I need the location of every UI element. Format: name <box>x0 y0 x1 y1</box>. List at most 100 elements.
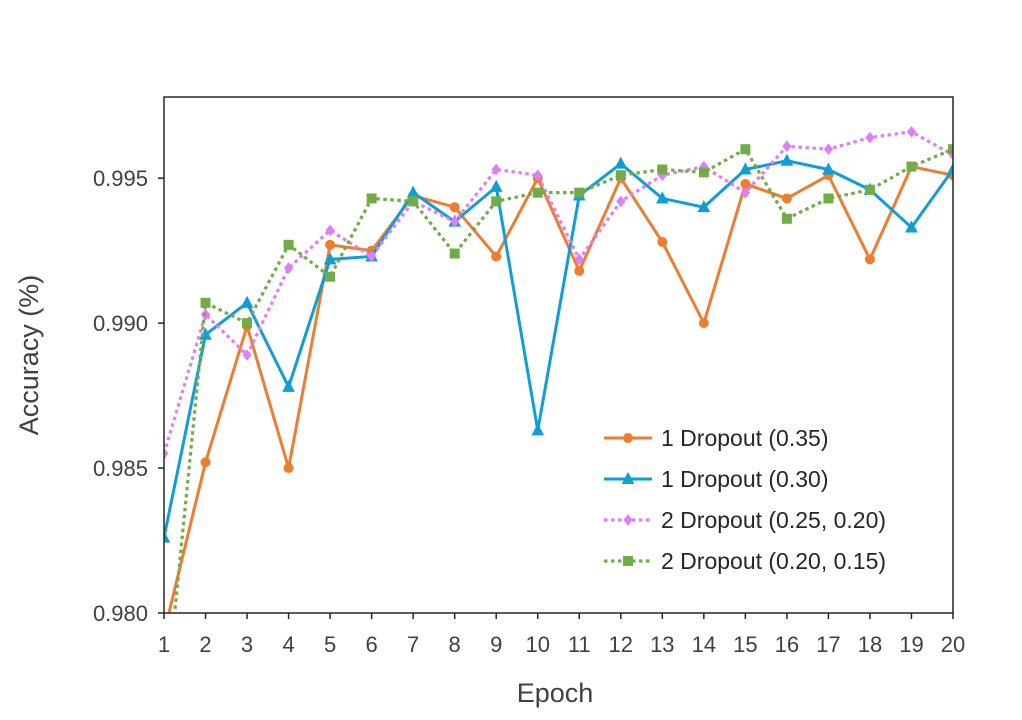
legend-label: 2 Dropout (0.25, 0.20) <box>661 507 886 533</box>
x-tick-label: 15 <box>733 632 757 657</box>
data-point <box>366 250 377 263</box>
data-point <box>531 423 545 436</box>
data-point <box>616 195 626 208</box>
data-point <box>283 262 294 274</box>
plot-frame <box>163 96 954 614</box>
data-point <box>906 125 917 138</box>
data-point <box>574 253 584 266</box>
x-tick-label: 6 <box>366 632 378 657</box>
legend-item: 2 Dropout (0.25, 0.20) <box>604 507 886 533</box>
data-point <box>200 457 211 468</box>
x-tick-label: 17 <box>816 632 840 657</box>
x-tick-label: 5 <box>324 632 336 657</box>
data-point <box>948 144 953 155</box>
y-tick-label: 0.985 <box>93 456 148 481</box>
data-point <box>240 295 254 308</box>
legend: 1 Dropout (0.35) 1 Dropout (0.30) 2 Dropou… <box>604 425 886 574</box>
series-line <box>164 159 953 538</box>
x-tick-label: 3 <box>241 632 253 657</box>
legend-item: 2 Dropout (0.20, 0.15) <box>604 548 886 574</box>
x-tick-label: 12 <box>609 632 633 657</box>
data-point <box>200 297 211 308</box>
data-point <box>366 193 377 204</box>
x-tick-label: 4 <box>282 632 294 657</box>
x-tick-label: 9 <box>490 632 502 657</box>
data-point <box>325 239 336 250</box>
data-point <box>242 318 253 329</box>
legend-label: 2 Dropout (0.20, 0.15) <box>661 548 886 574</box>
legend-label: 1 Dropout (0.30) <box>661 466 828 492</box>
data-point <box>615 170 626 181</box>
data-point <box>864 254 875 265</box>
series-line <box>167 165 953 613</box>
x-tick-label: 16 <box>775 632 799 657</box>
data-point <box>325 271 336 282</box>
data-point <box>864 184 875 195</box>
legend-swatch-marker <box>621 471 635 484</box>
data-point <box>946 162 953 175</box>
series-line <box>164 130 953 455</box>
x-tick-label: 13 <box>650 632 674 657</box>
data-point <box>449 248 460 259</box>
data-point <box>657 236 668 247</box>
data-point <box>823 143 834 155</box>
data-point <box>450 215 460 228</box>
data-point <box>614 156 628 169</box>
data-point <box>449 202 460 213</box>
data-point <box>905 220 918 233</box>
plot-area <box>164 97 953 613</box>
x-tick-label: 2 <box>199 632 211 657</box>
x-axis-title: Epoch <box>517 678 594 708</box>
x-tick-label: 18 <box>858 632 882 657</box>
legend-swatch-marker <box>623 433 633 443</box>
series-2-dropout-0-20-0-15 <box>160 144 953 720</box>
data-point <box>164 530 171 543</box>
data-point <box>698 318 709 329</box>
data-point <box>489 179 503 192</box>
x-tick-label: 19 <box>899 632 923 657</box>
data-point <box>698 167 709 178</box>
y-axis-title: Accuracy (%) <box>14 275 44 436</box>
series-1-dropout-0-35 <box>167 161 953 613</box>
data-point <box>574 187 585 198</box>
data-point <box>164 447 169 460</box>
data-point <box>697 200 711 213</box>
x-tick-label: 14 <box>692 632 716 657</box>
data-point <box>780 153 794 166</box>
data-point <box>739 162 752 175</box>
data-point <box>574 265 585 276</box>
data-point <box>740 186 751 199</box>
data-point <box>740 144 751 155</box>
data-point <box>283 239 294 250</box>
y-tick-label: 0.990 <box>93 311 148 336</box>
x-tick-label: 1 <box>158 632 170 657</box>
data-point <box>823 193 834 204</box>
data-point <box>865 131 875 144</box>
data-point <box>782 140 792 153</box>
x-axis-ticks: 1 2 3 4 5 6 7 8 9 10 11 12 13 14 15 16 17 18 19 20 <box>158 613 965 657</box>
data-point <box>491 163 501 176</box>
data-point <box>657 164 668 175</box>
x-tick-label: 7 <box>407 632 419 657</box>
data-point <box>491 196 502 207</box>
data-point <box>822 162 835 175</box>
legend-swatch-marker <box>623 556 633 566</box>
data-point <box>325 224 335 237</box>
data-point <box>655 191 669 204</box>
series-line <box>173 147 953 613</box>
data-point <box>242 349 252 361</box>
data-point <box>160 716 169 720</box>
legend-label: 1 Dropout (0.35) <box>661 425 828 451</box>
series-layer <box>160 125 953 720</box>
y-tick-label: 0.995 <box>93 166 148 191</box>
data-point <box>323 252 337 265</box>
y-tick-label: 0.980 <box>93 601 148 626</box>
data-point <box>781 193 792 204</box>
x-tick-label: 11 <box>568 632 591 657</box>
x-tick-label: 8 <box>449 632 461 657</box>
data-point <box>491 251 502 262</box>
data-point <box>781 213 792 224</box>
data-point <box>283 463 294 474</box>
x-tick-label: 20 <box>941 632 965 657</box>
